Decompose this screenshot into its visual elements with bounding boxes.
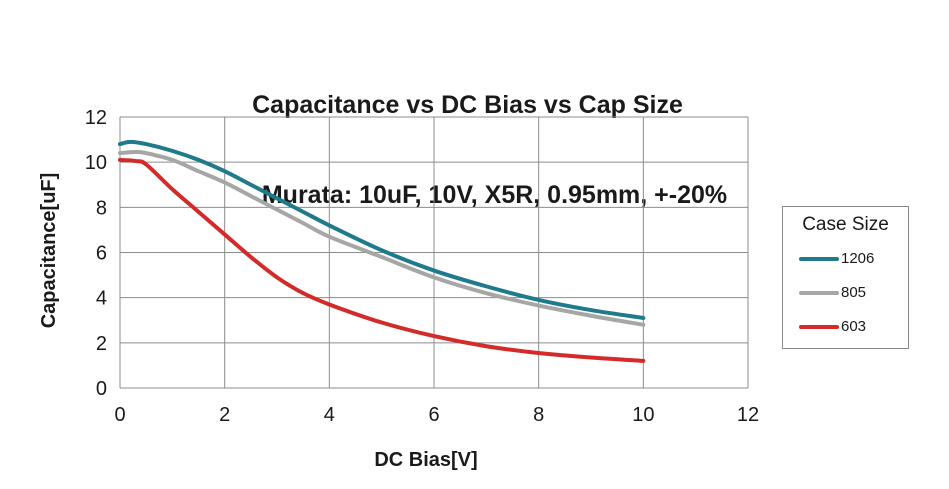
- y-axis-label: Capacitance[uF]: [38, 173, 60, 329]
- legend-swatch: [799, 291, 839, 295]
- legend-label: 805: [841, 284, 867, 301]
- chart-title-line-1: Capacitance vs DC Bias vs Cap Size: [252, 91, 683, 119]
- y-tick-label: 4: [96, 288, 107, 310]
- x-tick-label: 2: [219, 404, 230, 426]
- y-tick-label: 2: [96, 333, 107, 355]
- series-line-603: [118, 157, 646, 363]
- series-line-805: [118, 149, 646, 327]
- x-tick-label: 10: [632, 404, 654, 426]
- y-tick-label: 6: [96, 243, 107, 265]
- y-tick-label: 0: [96, 378, 107, 400]
- x-tick-label: 12: [737, 404, 759, 426]
- legend-label: 603: [841, 318, 867, 335]
- legend-title: Case Size: [802, 214, 889, 235]
- legend: Case Size 1206 805 603: [782, 206, 909, 349]
- x-tick-label: 0: [114, 404, 125, 426]
- legend-swatch: [799, 325, 839, 329]
- x-tick-label: 6: [428, 404, 439, 426]
- y-tick-label: 8: [96, 197, 107, 219]
- chart-title: Capacitance vs DC Bias vs Cap Size Murat…: [0, 30, 949, 240]
- y-tick-label: 12: [85, 107, 107, 129]
- series-lines: [118, 139, 646, 363]
- x-tick-label: 4: [324, 404, 335, 426]
- y-tick-label: 10: [85, 152, 107, 174]
- x-tick-label: 8: [533, 404, 544, 426]
- x-axis-label: DC Bias[V]: [374, 449, 477, 471]
- legend-swatch: [799, 257, 839, 261]
- tick-labels: 0 2 4 6 8 10 12 0 2 4 6 8 10 12: [85, 107, 759, 426]
- legend-label: 1206: [841, 250, 875, 267]
- chart-subtitle: Murata: 10uF, 10V, X5R, 0.95mm, +-20%: [261, 181, 728, 209]
- series-line-1206: [118, 139, 646, 320]
- grid-lines: [119, 116, 749, 389]
